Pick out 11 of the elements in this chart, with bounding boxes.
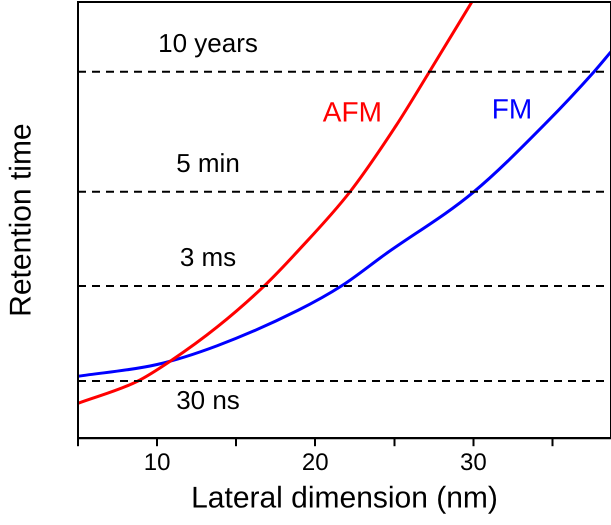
ref-line-label: 10 years <box>158 28 258 58</box>
ref-line-label: 3 ms <box>180 242 236 272</box>
ref-line-label: 30 ns <box>176 385 240 416</box>
x-axis-title: Lateral dimension (nm) <box>191 481 498 514</box>
x-tick-label: 30 <box>460 449 487 476</box>
series-label: FM <box>492 94 532 125</box>
y-axis-title: Retention time <box>4 123 38 317</box>
series-label: AFM <box>322 96 382 128</box>
ref-line-label: 5 min <box>176 148 240 178</box>
x-tick-label: 10 <box>144 449 170 476</box>
x-tick-label: 20 <box>302 449 329 476</box>
